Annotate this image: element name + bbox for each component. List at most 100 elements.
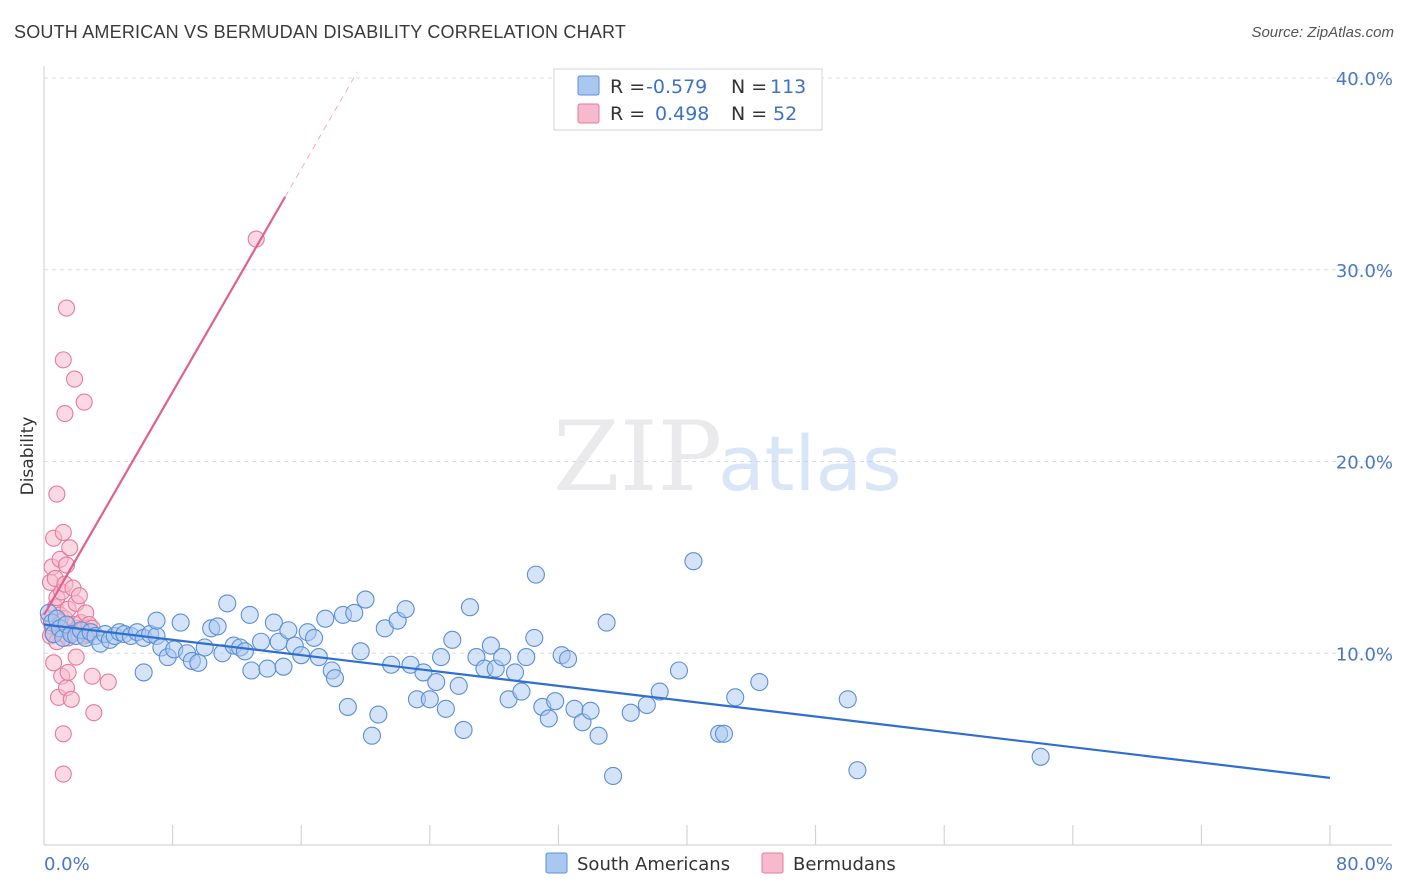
south-americans-point [669,661,689,680]
bermudans-point [83,667,101,685]
south-americans-point [581,701,600,720]
bermudans-point [54,523,72,541]
south-americans-point [325,669,345,688]
south-americans-point [481,636,500,655]
south-americans-point [362,726,381,745]
bermudans-point [85,704,103,722]
south-americans-point [726,688,745,707]
legend-n-label-2: N = [731,103,767,125]
y-axis-label: Disability [18,417,38,496]
south-americans-point [637,695,656,715]
legend-swatch-pink [577,103,600,124]
y-tick-label: 10.0% [1336,644,1393,665]
south-americans-point [539,709,558,728]
y-tick-label: 40.0% [1336,69,1393,90]
y-tick-label: 20.0% [1336,453,1393,474]
south-americans-point [454,720,473,740]
source-label: Source: ZipAtlas.com [1251,24,1394,41]
south-americans-point [208,617,227,636]
x-tick-label: 80.0% [1336,854,1393,875]
bermudans-point [67,648,85,666]
south-americans-point [396,600,415,619]
bermudans-point [54,725,72,743]
watermark-zip: ZIP [553,401,722,513]
south-americans-point [848,761,867,780]
south-americans-point [750,672,769,692]
bottom-legend-swatch-blue [545,852,568,874]
south-americans-point [604,766,623,786]
south-americans-point [546,692,565,711]
south-americans-point [558,649,578,669]
south-americans-point [427,672,446,692]
south-americans-point [251,632,271,651]
bermudans-point [61,539,79,557]
watermark-atlas: atlas [718,419,902,508]
south-americans-point [235,642,254,661]
bermudans-point [99,673,117,691]
bermudans-points [40,230,265,783]
y-tick-label: 30.0% [1336,261,1393,282]
bottom-legend: South Americans Bermudans [545,852,896,875]
trend-lines [43,71,1331,779]
south-americans-point [1031,747,1050,766]
south-americans-point [195,638,214,657]
tick-labels: 10.0% 20.0% 30.0% 40.0% 0.0% 80.0% [44,69,1393,875]
south-americans-point [345,603,364,623]
bermudans-point [54,351,72,369]
south-americans-point [338,697,357,716]
bottom-legend-label-blue: South Americans [577,854,730,875]
south-americans-point [134,663,153,682]
south-americans-point [218,594,237,613]
x-tick-label: 0.0% [44,854,90,875]
south-americans-point [258,659,277,678]
south-americans-point [436,699,455,718]
south-americans-point [316,609,335,628]
legend-box: R = -0.579 N = 113 R = 0.498 N = 52 [553,68,823,131]
south-americans-point [526,565,545,584]
bottom-legend-swatch-pink [761,852,784,874]
bermudans-point [75,393,93,411]
south-americans-point [369,705,388,724]
bermudans-point [48,485,66,503]
bermudans-point [62,690,80,708]
south-americans-point [147,611,166,630]
south-americans-point [714,724,734,743]
south-americans-point [351,642,370,661]
watermark: ZIP atlas [553,401,902,513]
south-americans-point [460,598,480,617]
south-americans-trend-line [43,623,1331,779]
bermudans-trend-extension [284,71,358,198]
bermudans-point [57,299,76,317]
south-americans-point [420,690,439,709]
south-americans-point [505,663,525,682]
bermudans-point [56,405,74,423]
chart-title: SOUTH AMERICAN VS BERMUDAN DISABILITY CO… [14,22,627,42]
bermudans-point [65,370,84,388]
bermudans-point [45,654,63,672]
south-americans-point [356,590,375,609]
south-americans-point [589,726,608,745]
legend-n-value-2: 52 [773,103,797,125]
south-americans-point [650,682,669,701]
south-americans-point [274,657,293,676]
south-americans-point [240,605,259,624]
south-americans-point [242,661,261,680]
south-americans-point [189,653,208,672]
south-americans-point [171,613,190,632]
south-americans-point [838,690,857,709]
south-americans-point [443,630,462,649]
south-americans-point [279,621,298,640]
south-americans-points [39,552,1050,786]
legend-r-label-2: R = [610,103,645,125]
south-americans-point [597,613,616,632]
south-americans-point [517,648,536,667]
legend-r-value-1: -0.579 [646,76,707,98]
legend-n-value-1: 113 [770,76,806,98]
bermudans-point [54,765,72,783]
bermudans-point [59,663,77,681]
south-americans-point [432,648,451,667]
legend-n-label-1: N = [731,76,767,98]
south-americans-point [512,682,531,701]
bermudans-trend-line [43,196,287,616]
